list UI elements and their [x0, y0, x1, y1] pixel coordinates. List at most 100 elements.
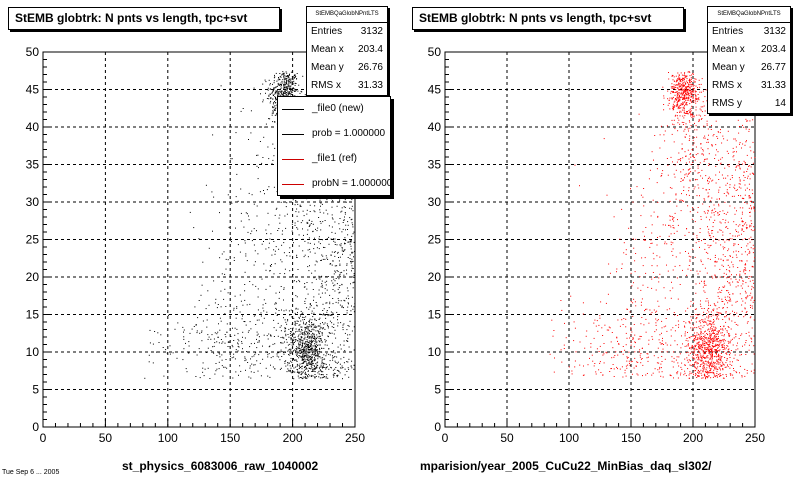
scatter-point	[705, 378, 706, 380]
scatter-point	[332, 282, 334, 284]
scatter-point	[312, 333, 314, 335]
scatter-point	[297, 220, 299, 222]
scatter-point	[299, 341, 301, 343]
scatter-point	[281, 261, 283, 263]
scatter-point	[341, 198, 343, 199]
scatter-point	[258, 336, 260, 338]
scatter-point	[301, 345, 303, 347]
scatter-point	[236, 328, 238, 330]
scatter-point	[331, 231, 333, 233]
scatter-point	[680, 107, 682, 109]
scatter-point	[674, 212, 676, 214]
scatter-point	[286, 88, 288, 90]
scatter-point	[735, 254, 737, 256]
scatter-point	[720, 328, 722, 330]
scatter-point	[590, 346, 592, 348]
scatter-point	[303, 348, 304, 350]
scatter-point	[719, 186, 721, 188]
scatter-point	[715, 314, 717, 316]
scatter-point	[332, 289, 334, 290]
scatter-point	[712, 372, 714, 374]
scatter-point	[640, 358, 642, 360]
scatter-point	[312, 231, 314, 233]
scatter-points	[549, 71, 756, 380]
scatter-point	[292, 274, 294, 276]
scatter-point	[281, 351, 283, 352]
scatter-point	[722, 307, 724, 309]
scatter-point	[699, 335, 701, 337]
scatter-point	[351, 330, 353, 332]
scatter-point	[735, 333, 737, 335]
scatter-point	[710, 369, 712, 371]
scatter-point	[682, 179, 684, 181]
scatter-point	[285, 83, 287, 85]
scatter-point	[284, 268, 286, 270]
scatter-point	[324, 220, 326, 221]
scatter-point	[291, 334, 293, 336]
scatter-point	[156, 351, 157, 353]
scatter-point	[751, 307, 753, 309]
scatter-point	[344, 300, 346, 302]
scatter-point	[690, 164, 692, 166]
scatter-point	[207, 334, 209, 336]
scatter-point	[751, 207, 753, 209]
scatter-point	[702, 340, 704, 342]
scatter-point	[719, 163, 721, 165]
scatter-point	[630, 327, 632, 329]
scatter-point	[240, 212, 242, 214]
scatter-point	[294, 75, 296, 77]
scatter-point	[684, 77, 686, 79]
scatter-point	[274, 76, 276, 78]
scatter-point	[694, 346, 696, 348]
scatter-point	[701, 348, 703, 350]
scatter-point	[686, 90, 688, 92]
scatter-point	[183, 331, 184, 333]
scatter-point	[691, 218, 693, 220]
scatter-point	[702, 377, 704, 379]
scatter-point	[321, 351, 323, 353]
scatter-point	[703, 347, 705, 349]
scatter-point	[166, 352, 168, 354]
scatter-point	[240, 110, 242, 112]
scatter-point	[717, 151, 719, 153]
scatter-point	[300, 352, 302, 354]
scatter-point	[290, 93, 292, 95]
scatter-point	[617, 319, 619, 321]
scatter-point	[303, 367, 305, 369]
scatter-point	[341, 271, 343, 273]
scatter-point	[293, 337, 295, 339]
scatter-point	[274, 96, 276, 98]
scatter-point	[294, 359, 296, 361]
scatter-point	[304, 286, 306, 288]
scatter-point	[319, 209, 321, 211]
scatter-point	[222, 341, 224, 343]
scatter-point	[232, 327, 233, 329]
scatter-point	[297, 90, 299, 92]
scatter-point	[702, 354, 704, 356]
scatter-point	[711, 359, 713, 361]
scatter-point	[631, 331, 633, 333]
scatter-point	[703, 351, 705, 353]
scatter-point	[318, 370, 320, 372]
scatter-point	[685, 86, 687, 88]
scatter-point	[249, 367, 251, 369]
scatter-point	[162, 347, 164, 348]
scatter-point	[316, 366, 318, 368]
scatter-point	[642, 364, 644, 366]
scatter-point	[323, 365, 324, 367]
scatter-point	[691, 117, 693, 118]
scatter-point	[706, 343, 708, 345]
scatter-point	[259, 191, 261, 193]
scatter-point	[311, 336, 313, 338]
scatter-point	[305, 361, 307, 363]
scatter-point	[229, 346, 231, 348]
scatter-point	[284, 90, 286, 92]
scatter-point	[683, 107, 685, 109]
scatter-point	[722, 361, 724, 363]
scatter-point	[728, 193, 730, 195]
scatter-point	[275, 208, 277, 210]
scatter-point	[719, 340, 721, 342]
scatter-point	[718, 203, 720, 205]
scatter-point	[688, 354, 690, 356]
scatter-point	[714, 261, 716, 263]
